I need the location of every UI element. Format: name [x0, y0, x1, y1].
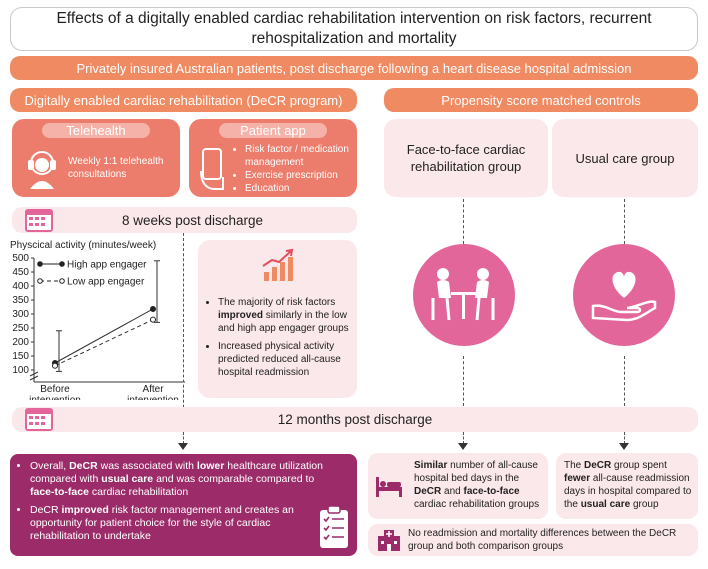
legend-label: High app engager	[67, 260, 147, 271]
calendar-icon	[25, 209, 53, 232]
timepoint-12m: 12 months post discharge	[12, 407, 698, 432]
y-tick-label: 150	[12, 351, 29, 362]
telehealth-label: Telehealth	[42, 123, 150, 138]
mortality-result-card: No readmission and mortality differences…	[368, 524, 698, 556]
connector-usual-top	[624, 199, 625, 244]
mortality-result-text: No readmission and mortality differences…	[408, 528, 677, 552]
findings-8w-card: The majority of risk factors improved si…	[198, 240, 357, 398]
y-tick-label: 450	[12, 267, 29, 278]
timepoint-12m-text: 12 months post discharge	[277, 412, 433, 427]
decr-header: Digitally enabled cardiac rehabilitation…	[10, 88, 357, 112]
timepoint-12m-bar	[12, 407, 698, 432]
arrow-icon	[458, 443, 468, 450]
finding-improved: The majority of risk factors improved si…	[218, 296, 352, 335]
telehealth-card: Telehealth Weekly 1:1 telehealth consult…	[12, 119, 180, 197]
conclusion-list: Overall, DeCR was associated with lower …	[18, 460, 338, 548]
population-band: Privately insured Australian patients, p…	[10, 56, 698, 80]
legend-marker	[59, 278, 65, 284]
patient-app-label: Patient app	[219, 123, 327, 138]
patient-app-label-text: Patient app	[240, 123, 306, 138]
y-tick-label: 350	[12, 295, 29, 306]
usual-result-text: The DeCR group spent fewer all-cause rea…	[564, 460, 692, 510]
x-tick-label: Afterintervention	[127, 384, 179, 400]
chart-title: Physcical activity (minutes/week)	[10, 240, 157, 251]
connector-usual-mid	[624, 356, 625, 406]
usual-circle	[573, 244, 675, 346]
timepoint-8w-bar	[12, 207, 357, 233]
finding-activity: Increased physical activity predicted re…	[218, 340, 352, 379]
arrow-icon	[178, 443, 188, 450]
telehealth-text: Weekly 1:1 telehealth consultations	[68, 156, 164, 180]
y-tick-label: 400	[12, 281, 29, 292]
f2f-circle	[413, 244, 515, 346]
consultation-icon	[431, 268, 495, 321]
findings-8w-list: The majority of risk factors improved si…	[206, 296, 352, 384]
patient-app-card: Patient app Risk factor / medication man…	[189, 119, 357, 197]
timepoint-8w: 8 weeks post discharge	[20, 207, 365, 233]
axis-break	[29, 371, 39, 381]
app-item: Risk factor / medication management	[245, 143, 355, 169]
telehealth-label-text: Telehealth	[66, 123, 126, 138]
legend-label: Low app engager	[67, 277, 145, 288]
controls-header: Propensity score matched controls	[384, 88, 698, 112]
y-tick-label: 200	[12, 337, 29, 348]
title-text: Effects of a digitally enabled cardiac r…	[56, 10, 652, 47]
f2f-group-text: Face-to-face cardiac rehabilitation grou…	[406, 142, 526, 174]
y-tick-label: 300	[12, 309, 29, 320]
f2f-group-card: Face-to-face cardiac rehabilitation grou…	[384, 119, 548, 197]
connector-f2f-bottom	[463, 432, 464, 444]
clipboard-icon	[320, 505, 348, 548]
conclusion-card: Overall, DeCR was associated with lower …	[10, 454, 357, 556]
activity-chart: Physcical activity (minutes/week) 100 150…	[10, 240, 195, 400]
data-point	[150, 305, 156, 312]
arrow-icon	[619, 443, 629, 450]
hospital-bed-icon	[376, 477, 402, 497]
page-title: Effects of a digitally enabled cardiac r…	[10, 7, 698, 51]
app-item: Education	[245, 182, 355, 195]
conclusion-choice: DeCR improved risk factor management and…	[30, 504, 338, 543]
growth-chart-icon	[262, 248, 294, 281]
series-line	[54, 308, 154, 364]
usual-result-card: The DeCR group spent fewer all-cause rea…	[556, 453, 698, 519]
connector-decr-bottom	[183, 432, 184, 444]
headset-icon	[28, 151, 56, 189]
chart-plot: 100 150 200 250 300 350 400 450 500 Beforeinterve…	[12, 253, 185, 400]
usual-group-card: Usual care group	[552, 119, 698, 197]
heart-hand-icon	[591, 271, 657, 322]
data-point	[52, 362, 58, 369]
y-tick-label: 250	[12, 323, 29, 334]
calendar-icon	[25, 408, 53, 431]
y-tick-label: 500	[12, 253, 29, 264]
y-tick-label: 100	[12, 365, 29, 376]
decr-header-text: Digitally enabled cardiac rehabilitation…	[24, 92, 343, 108]
f2f-result-text: Similar number of all-cause hospital bed…	[414, 460, 540, 510]
legend-marker	[59, 261, 65, 267]
series-line	[54, 319, 154, 367]
legend-marker	[37, 278, 43, 284]
conclusion-utilization: Overall, DeCR was associated with lower …	[30, 460, 338, 499]
phone-icon	[200, 148, 224, 190]
hospital-building-icon	[378, 530, 400, 551]
data-point	[150, 316, 156, 323]
patient-app-list: Risk factor / medication management Exer…	[233, 143, 355, 195]
connector-decr	[183, 233, 184, 428]
timepoint-8w-text: 8 weeks post discharge	[121, 212, 264, 228]
connector-usual-bottom	[624, 432, 625, 444]
x-tick-label: Beforeintervention	[29, 384, 81, 400]
f2f-result-card: Similar number of all-cause hospital bed…	[368, 453, 548, 519]
legend-marker	[37, 261, 43, 267]
connector-f2f-mid	[463, 356, 464, 406]
population-text: Privately insured Australian patients, p…	[76, 60, 632, 76]
controls-header-text: Propensity score matched controls	[441, 92, 641, 108]
usual-group-text: Usual care group	[575, 150, 675, 166]
app-item: Exercise prescription	[245, 169, 355, 182]
connector-f2f-top	[463, 199, 464, 244]
